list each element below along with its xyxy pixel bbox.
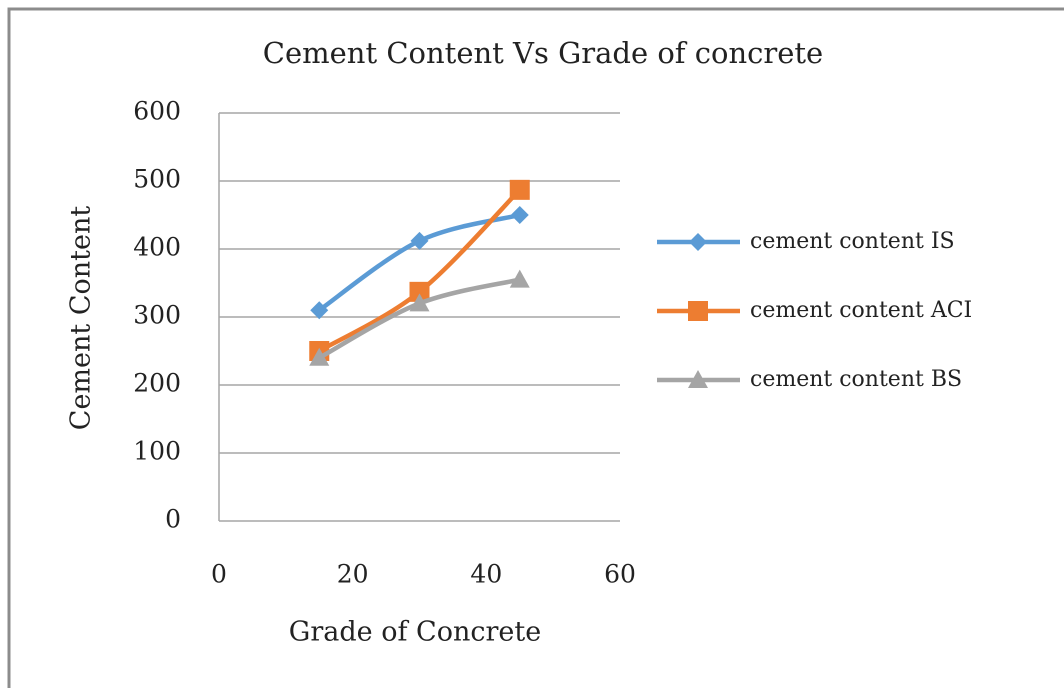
data-point [509,269,530,288]
y-tick-label: 500 [133,165,181,194]
x-tick-label: 40 [470,560,502,589]
x-tick-label: 60 [604,560,636,589]
data-point [409,293,430,312]
x-axis-label: Grade of Concrete [289,617,541,648]
legend-marker [688,301,708,321]
x-tick-label: 0 [211,560,227,589]
data-point [310,301,329,320]
chart-frame [7,7,1064,688]
data-point [309,347,330,366]
data-point [510,206,529,224]
legend-label: cement content BS [750,367,962,392]
legend-marker [689,233,707,251]
chart-title: Cement Content Vs Grade of concrete [263,36,823,70]
y-tick-label: 600 [133,97,181,126]
y-tick-label: 0 [165,505,181,534]
data-point [409,281,430,302]
y-axis-label: Cement Content [66,206,97,431]
y-tick-label: 100 [133,437,181,466]
data-point [410,231,429,250]
legend-marker [688,370,708,388]
data-point [509,179,530,200]
x-tick-label: 20 [337,560,369,589]
y-tick-label: 200 [133,369,181,398]
legend-label: cement content ACI [750,298,972,323]
y-tick-label: 400 [133,233,181,262]
y-tick-label: 300 [133,301,181,330]
legend-label: cement content IS [750,229,955,254]
